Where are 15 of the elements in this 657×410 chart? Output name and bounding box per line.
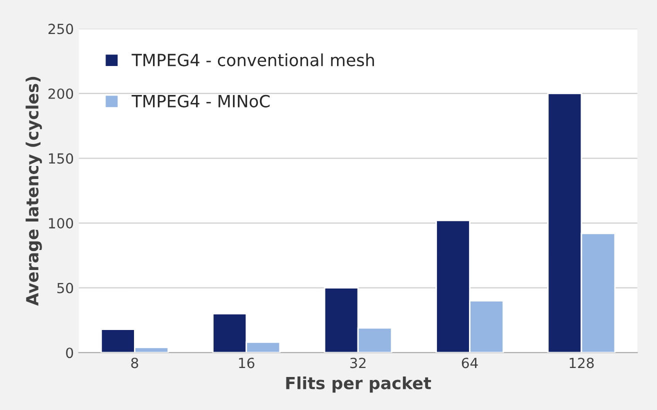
- x-tick-label: 64: [462, 358, 478, 368]
- x-tick-label: 32: [350, 358, 366, 368]
- y-axis-title: Average latency (cycles): [26, 76, 42, 306]
- x-axis-title: Flits per packet: [286, 376, 432, 393]
- y-tick-label: 250: [48, 24, 74, 34]
- legend-label: TMPEG4 - conventional mesh: [132, 53, 374, 66]
- y-tick-label: 0: [66, 348, 74, 358]
- x-tick-label: 128: [570, 358, 594, 368]
- x-tick-label: 8: [131, 358, 138, 368]
- legend-label: TMPEG4 - MINoC: [132, 94, 270, 108]
- y-tick-label: 200: [48, 88, 74, 99]
- y-tick-label: 100: [48, 218, 74, 229]
- y-tick-label: 150: [48, 153, 74, 164]
- y-tick-label: 50: [57, 282, 74, 294]
- x-tick-label: 16: [239, 358, 254, 368]
